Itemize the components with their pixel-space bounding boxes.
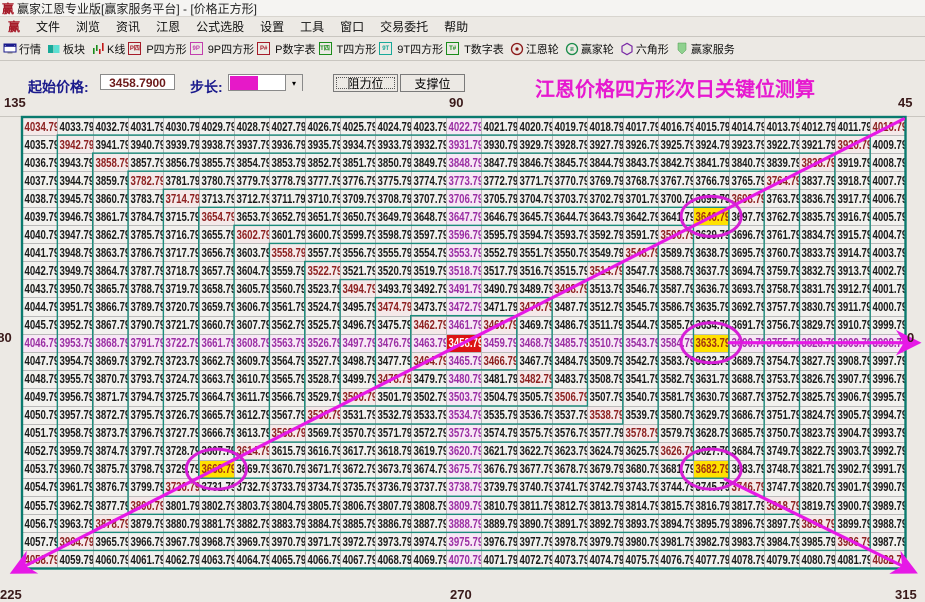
- svg-text:赢: 赢: [570, 45, 574, 51]
